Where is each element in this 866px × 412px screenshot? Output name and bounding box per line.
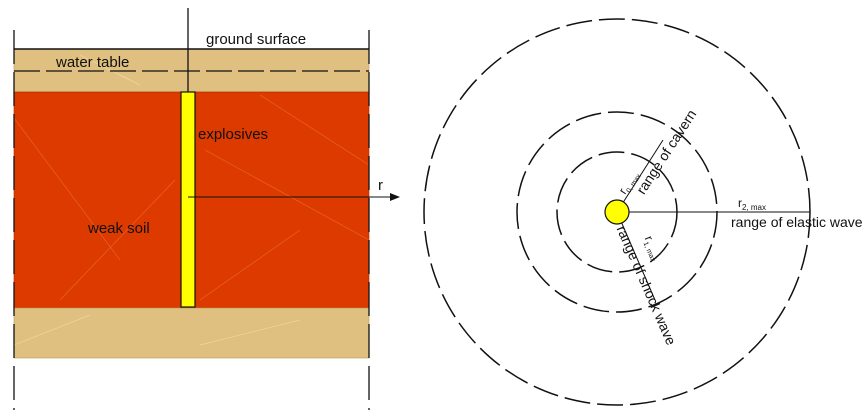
range-circles: r0, max range of cavern r1, max range of… [423, 18, 863, 406]
r0-label-group: r0, max range of cavern [616, 107, 700, 197]
ground-surface-label: ground surface [206, 31, 306, 48]
r-axis-arrow [188, 193, 400, 201]
r0-radius-line [616, 139, 664, 213]
water-table-label: water table [55, 54, 129, 71]
lower-soil-layer [13, 307, 370, 359]
soil-texture-lower [13, 54, 301, 346]
r2-symbol: r2, max [738, 196, 766, 212]
soil-cross-section: ground surface water table explosives we… [13, 8, 400, 410]
r1-label-group: r1, max range of shock wave [614, 223, 680, 347]
explosive-charge [180, 91, 196, 308]
weak-soil-label: weak soil [87, 220, 150, 237]
cavern-label: range of cavern [633, 107, 699, 197]
r1-radius-line [616, 211, 656, 301]
explosives-label: explosives [198, 126, 268, 143]
r2-subscript: 2, max [742, 203, 766, 212]
charge-center [604, 199, 630, 225]
soil-texture [13, 94, 370, 301]
elastic-wave-label: range of elastic wave [731, 214, 863, 230]
r-axis-label: r [378, 177, 383, 194]
